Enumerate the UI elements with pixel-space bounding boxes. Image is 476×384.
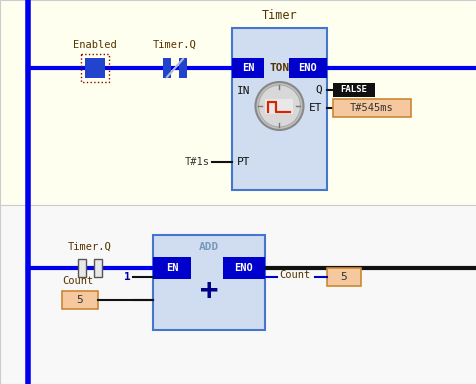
Text: Timer: Timer (261, 9, 297, 22)
Bar (62, 291, 98, 309)
Circle shape (258, 85, 300, 127)
Bar (153, 257, 190, 279)
Text: Timer.Q: Timer.Q (68, 242, 112, 252)
Bar (332, 83, 374, 97)
Bar (223, 257, 265, 279)
Bar (332, 99, 410, 117)
Text: T#545ms: T#545ms (349, 103, 393, 113)
Text: Q: Q (315, 85, 321, 95)
Text: ADD: ADD (198, 242, 218, 252)
Text: IN: IN (237, 86, 250, 96)
Text: +: + (199, 276, 218, 305)
Text: 1: 1 (124, 272, 131, 282)
Bar (81, 54, 109, 82)
Bar (265, 99, 293, 114)
Text: EN: EN (241, 63, 254, 73)
Circle shape (255, 82, 303, 130)
Text: PT: PT (237, 157, 250, 167)
Bar (153, 235, 265, 330)
Bar (231, 28, 327, 190)
Text: T#1s: T#1s (185, 157, 209, 167)
Bar (163, 58, 170, 78)
Text: EN: EN (165, 263, 178, 273)
Text: 5: 5 (340, 272, 347, 282)
Bar (327, 268, 360, 286)
Text: FALSE: FALSE (340, 86, 367, 94)
Bar (0, 205, 476, 384)
Bar (0, 0, 476, 205)
Text: 5: 5 (77, 295, 83, 305)
Bar (178, 58, 187, 78)
Text: Enabled: Enabled (73, 40, 117, 50)
Text: Count: Count (278, 270, 309, 280)
Text: TON: TON (269, 63, 289, 73)
Bar (231, 58, 263, 78)
Bar (78, 259, 86, 277)
Text: Timer.Q: Timer.Q (153, 40, 197, 50)
Text: ENO: ENO (298, 63, 317, 73)
Text: Count: Count (62, 276, 93, 286)
Text: ET: ET (308, 103, 321, 113)
Bar (94, 259, 102, 277)
Bar (288, 58, 327, 78)
Text: ENO: ENO (234, 263, 253, 273)
Bar (85, 58, 105, 78)
